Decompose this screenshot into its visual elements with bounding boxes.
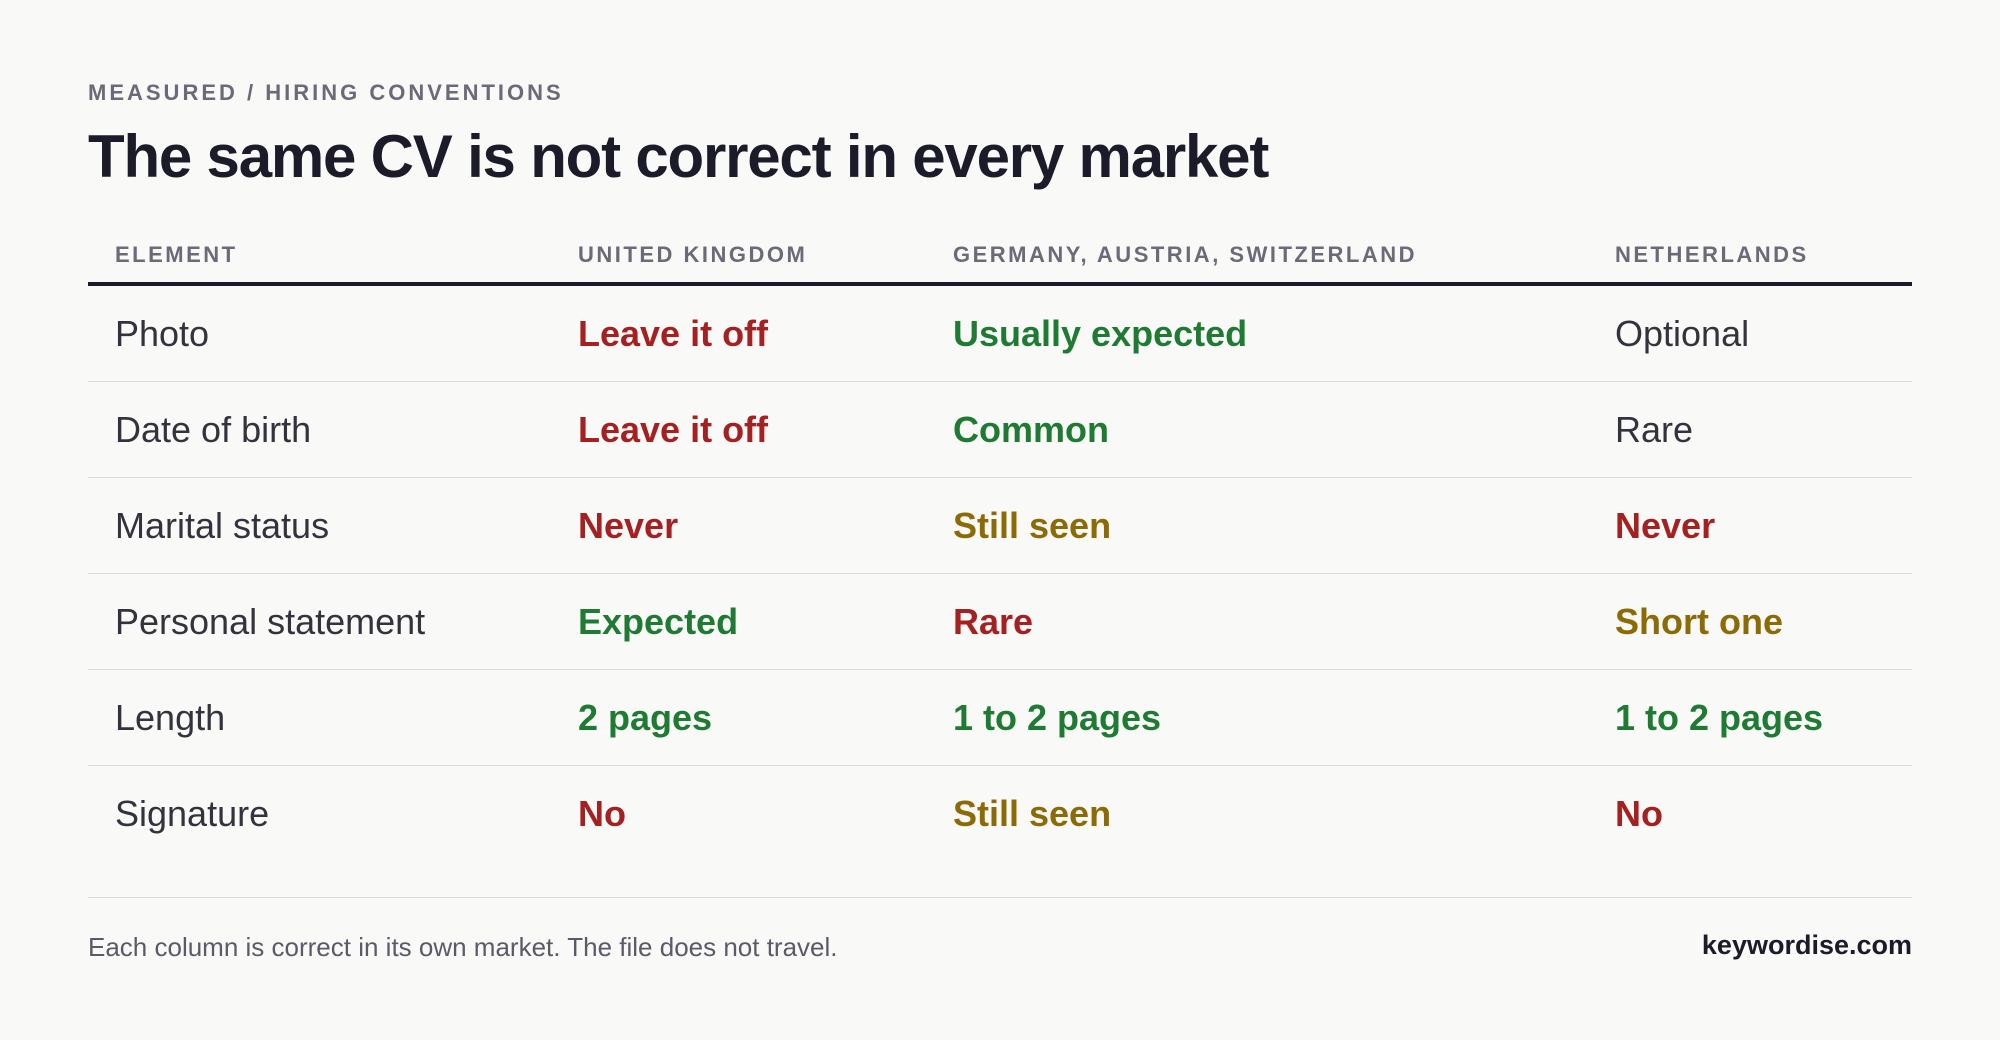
eyebrow: MEASURED / HIRING CONVENTIONS — [88, 80, 564, 105]
table-row: Length 2 pages 1 to 2 pages 1 to 2 pages — [88, 669, 1912, 766]
element-cell: Marital status — [88, 477, 551, 574]
table-row: Date of birth Leave it off Common Rare — [88, 381, 1912, 478]
column-header: GERMANY, AUSTRIA, SWITZERLAND — [926, 228, 1588, 286]
value-cell: Leave it off — [551, 284, 926, 382]
value-cell: 1 to 2 pages — [1588, 669, 1912, 766]
footer-note: Each column is correct in its own market… — [88, 932, 838, 962]
value-cell: Still seen — [953, 792, 1112, 834]
footer-rule — [88, 897, 1912, 898]
value-cell: Leave it off — [551, 381, 926, 478]
table-body: Photo Leave it off Usually expected Optiona… — [88, 284, 1912, 861]
value-cell: No — [1615, 792, 1663, 834]
value-cell: 2 pages — [551, 669, 926, 766]
brand: keywordise.com — [1701, 930, 1912, 960]
element-cell: Length — [88, 669, 551, 766]
comparison-table: ELEMENT UNITED KINGDOM GERMANY, AUSTRIA, S… — [88, 228, 1912, 861]
table-row: Photo Leave it off Usually expected Optiona… — [88, 284, 1912, 382]
column-header: UNITED KINGDOM — [551, 228, 926, 286]
value-cell: Expected — [551, 573, 926, 670]
value-cell: Usually expected — [926, 284, 1588, 382]
value-cell: Never — [1588, 477, 1912, 574]
value-cell: Never — [551, 477, 926, 574]
value-cell: Optional — [1588, 284, 1912, 382]
table-row: Signature No Still seen No — [88, 766, 1912, 862]
title: The same CV is not correct in every mark… — [88, 123, 1269, 190]
value-cell: Rare — [1588, 381, 1912, 478]
value-cell: Common — [926, 381, 1588, 478]
table-row: Marital status Never Still seen Never — [88, 477, 1912, 574]
value-cell: No — [578, 792, 626, 834]
element-cell: Photo — [88, 284, 551, 382]
value-cell: Short one — [1588, 573, 1912, 670]
column-header: ELEMENT — [88, 228, 551, 286]
table-row: Personal statement Expected Rare Short one — [88, 573, 1912, 670]
element-cell: Personal statement — [88, 573, 551, 670]
element-cell: Signature — [115, 792, 270, 834]
header-row: ELEMENT UNITED KINGDOM GERMANY, AUSTRIA, S… — [88, 228, 1912, 286]
value-cell: Rare — [926, 573, 1588, 670]
value-cell: Still seen — [926, 477, 1588, 574]
element-cell: Date of birth — [88, 381, 551, 478]
value-cell: 1 to 2 pages — [926, 669, 1588, 766]
column-header: NETHERLANDS — [1588, 228, 1912, 286]
